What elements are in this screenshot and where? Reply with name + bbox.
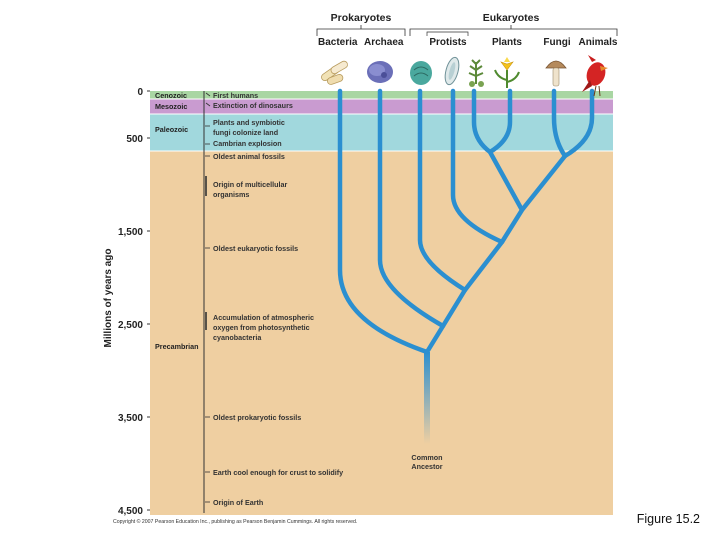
event-origin-earth: Origin of Earth	[213, 498, 263, 507]
tick-3500: 3,500	[118, 413, 143, 424]
spine	[424, 149, 568, 355]
group-plants: Plants	[492, 37, 522, 48]
branch-protist-2	[450, 88, 505, 245]
event-extinction-dinosaurs: Extinction of dinosaurs	[213, 101, 293, 110]
tick-1500: 1,500	[118, 227, 143, 238]
event-cambrian-explosion: Cambrian explosion	[213, 139, 282, 148]
animal-bird-icon	[582, 55, 608, 97]
tick-4500: 4,500	[118, 506, 143, 517]
branch-plants	[471, 88, 493, 155]
event-multicellular-2: organisms	[213, 190, 249, 199]
branch-plants-2	[487, 88, 513, 155]
copyright-text: Copyright © 2007 Pearson Education Inc.,…	[113, 518, 357, 525]
group-fungi: Fungi	[543, 37, 570, 48]
plant-moss-icon	[468, 59, 484, 87]
branch-bacteria	[337, 88, 430, 355]
event-plants-fungi-land-2: fungi colonize land	[213, 128, 278, 137]
branch-protist-1	[417, 88, 468, 293]
y-axis: 0 500 1,500 2,500 3,500 4,500 Millions o…	[103, 87, 150, 517]
event-oldest-eukaryotic-fossils: Oldest eukaryotic fossils	[213, 244, 298, 253]
eukaryotes-bracket	[409, 25, 618, 36]
event-multicellular-1: Origin of multicellular	[213, 180, 287, 189]
fungi-mushroom-icon	[545, 60, 567, 87]
prokaryotes-header: Prokaryotes	[331, 12, 392, 24]
event-plants-fungi-land-1: Plants and symbiotic	[213, 118, 285, 127]
branch-archaea	[377, 88, 446, 329]
common-ancestor-label-2: Ancestor	[411, 462, 442, 471]
era-paleozoic: Paleozoic	[155, 125, 188, 134]
era-cenozoic: Cenozoic	[155, 91, 187, 100]
branch-animals	[562, 88, 595, 159]
eukaryotes-header: Eukaryotes	[483, 12, 540, 24]
phylogenetic-tree	[337, 88, 595, 355]
branch-fungi	[551, 88, 568, 159]
event-oldest-animal-fossils: Oldest animal fossils	[213, 152, 285, 161]
event-oxygen-1: Accumulation of atmospheric	[213, 313, 314, 322]
event-oxygen-3: cyanobacteria	[213, 333, 262, 342]
group-bacteria: Bacteria	[318, 37, 358, 48]
root-stem	[424, 352, 430, 444]
figure-label: Figure 15.2	[636, 512, 700, 526]
protist-icon	[410, 61, 432, 85]
event-oxygen-2: oxygen from photosynthetic	[213, 323, 310, 332]
event-earth-crust: Earth cool enough for crust to solidify	[213, 468, 343, 477]
tick-2500: 2,500	[118, 320, 143, 331]
tick-500: 500	[126, 134, 143, 145]
y-axis-label: Millions of years ago	[103, 249, 114, 348]
prokaryotes-bracket	[316, 25, 406, 36]
protists-bracket	[426, 31, 469, 36]
tick-0: 0	[137, 87, 143, 98]
event-oldest-prokaryotic-fossils: Oldest prokaryotic fossils	[213, 413, 301, 422]
era-precambrian: Precambrian	[155, 342, 199, 351]
bacteria-icon	[321, 60, 348, 85]
era-mesozoic: Mesozoic	[155, 102, 187, 111]
group-animals: Animals	[579, 37, 618, 48]
plant-flower-icon	[494, 57, 520, 88]
group-archaea: Archaea	[364, 37, 404, 48]
archaea-icon	[367, 61, 393, 83]
event-first-humans: First humans	[213, 91, 258, 100]
common-ancestor-label-1: Common	[411, 453, 442, 462]
group-protists: Protists	[429, 37, 467, 48]
timeline-events: First humans Extinction of dinosaurs Pla…	[205, 91, 343, 507]
protist-diatom-icon	[444, 56, 460, 86]
